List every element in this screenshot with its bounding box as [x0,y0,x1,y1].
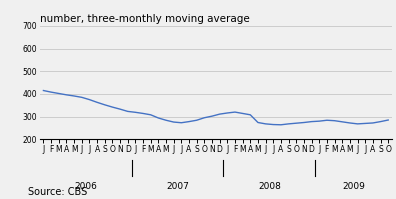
Text: 2009: 2009 [342,182,365,191]
Text: number, three-monthly moving average: number, three-monthly moving average [40,14,249,24]
Text: Source: CBS: Source: CBS [28,187,87,197]
Text: 2008: 2008 [258,182,281,191]
Text: 2007: 2007 [166,182,189,191]
Text: 2006: 2006 [74,182,97,191]
